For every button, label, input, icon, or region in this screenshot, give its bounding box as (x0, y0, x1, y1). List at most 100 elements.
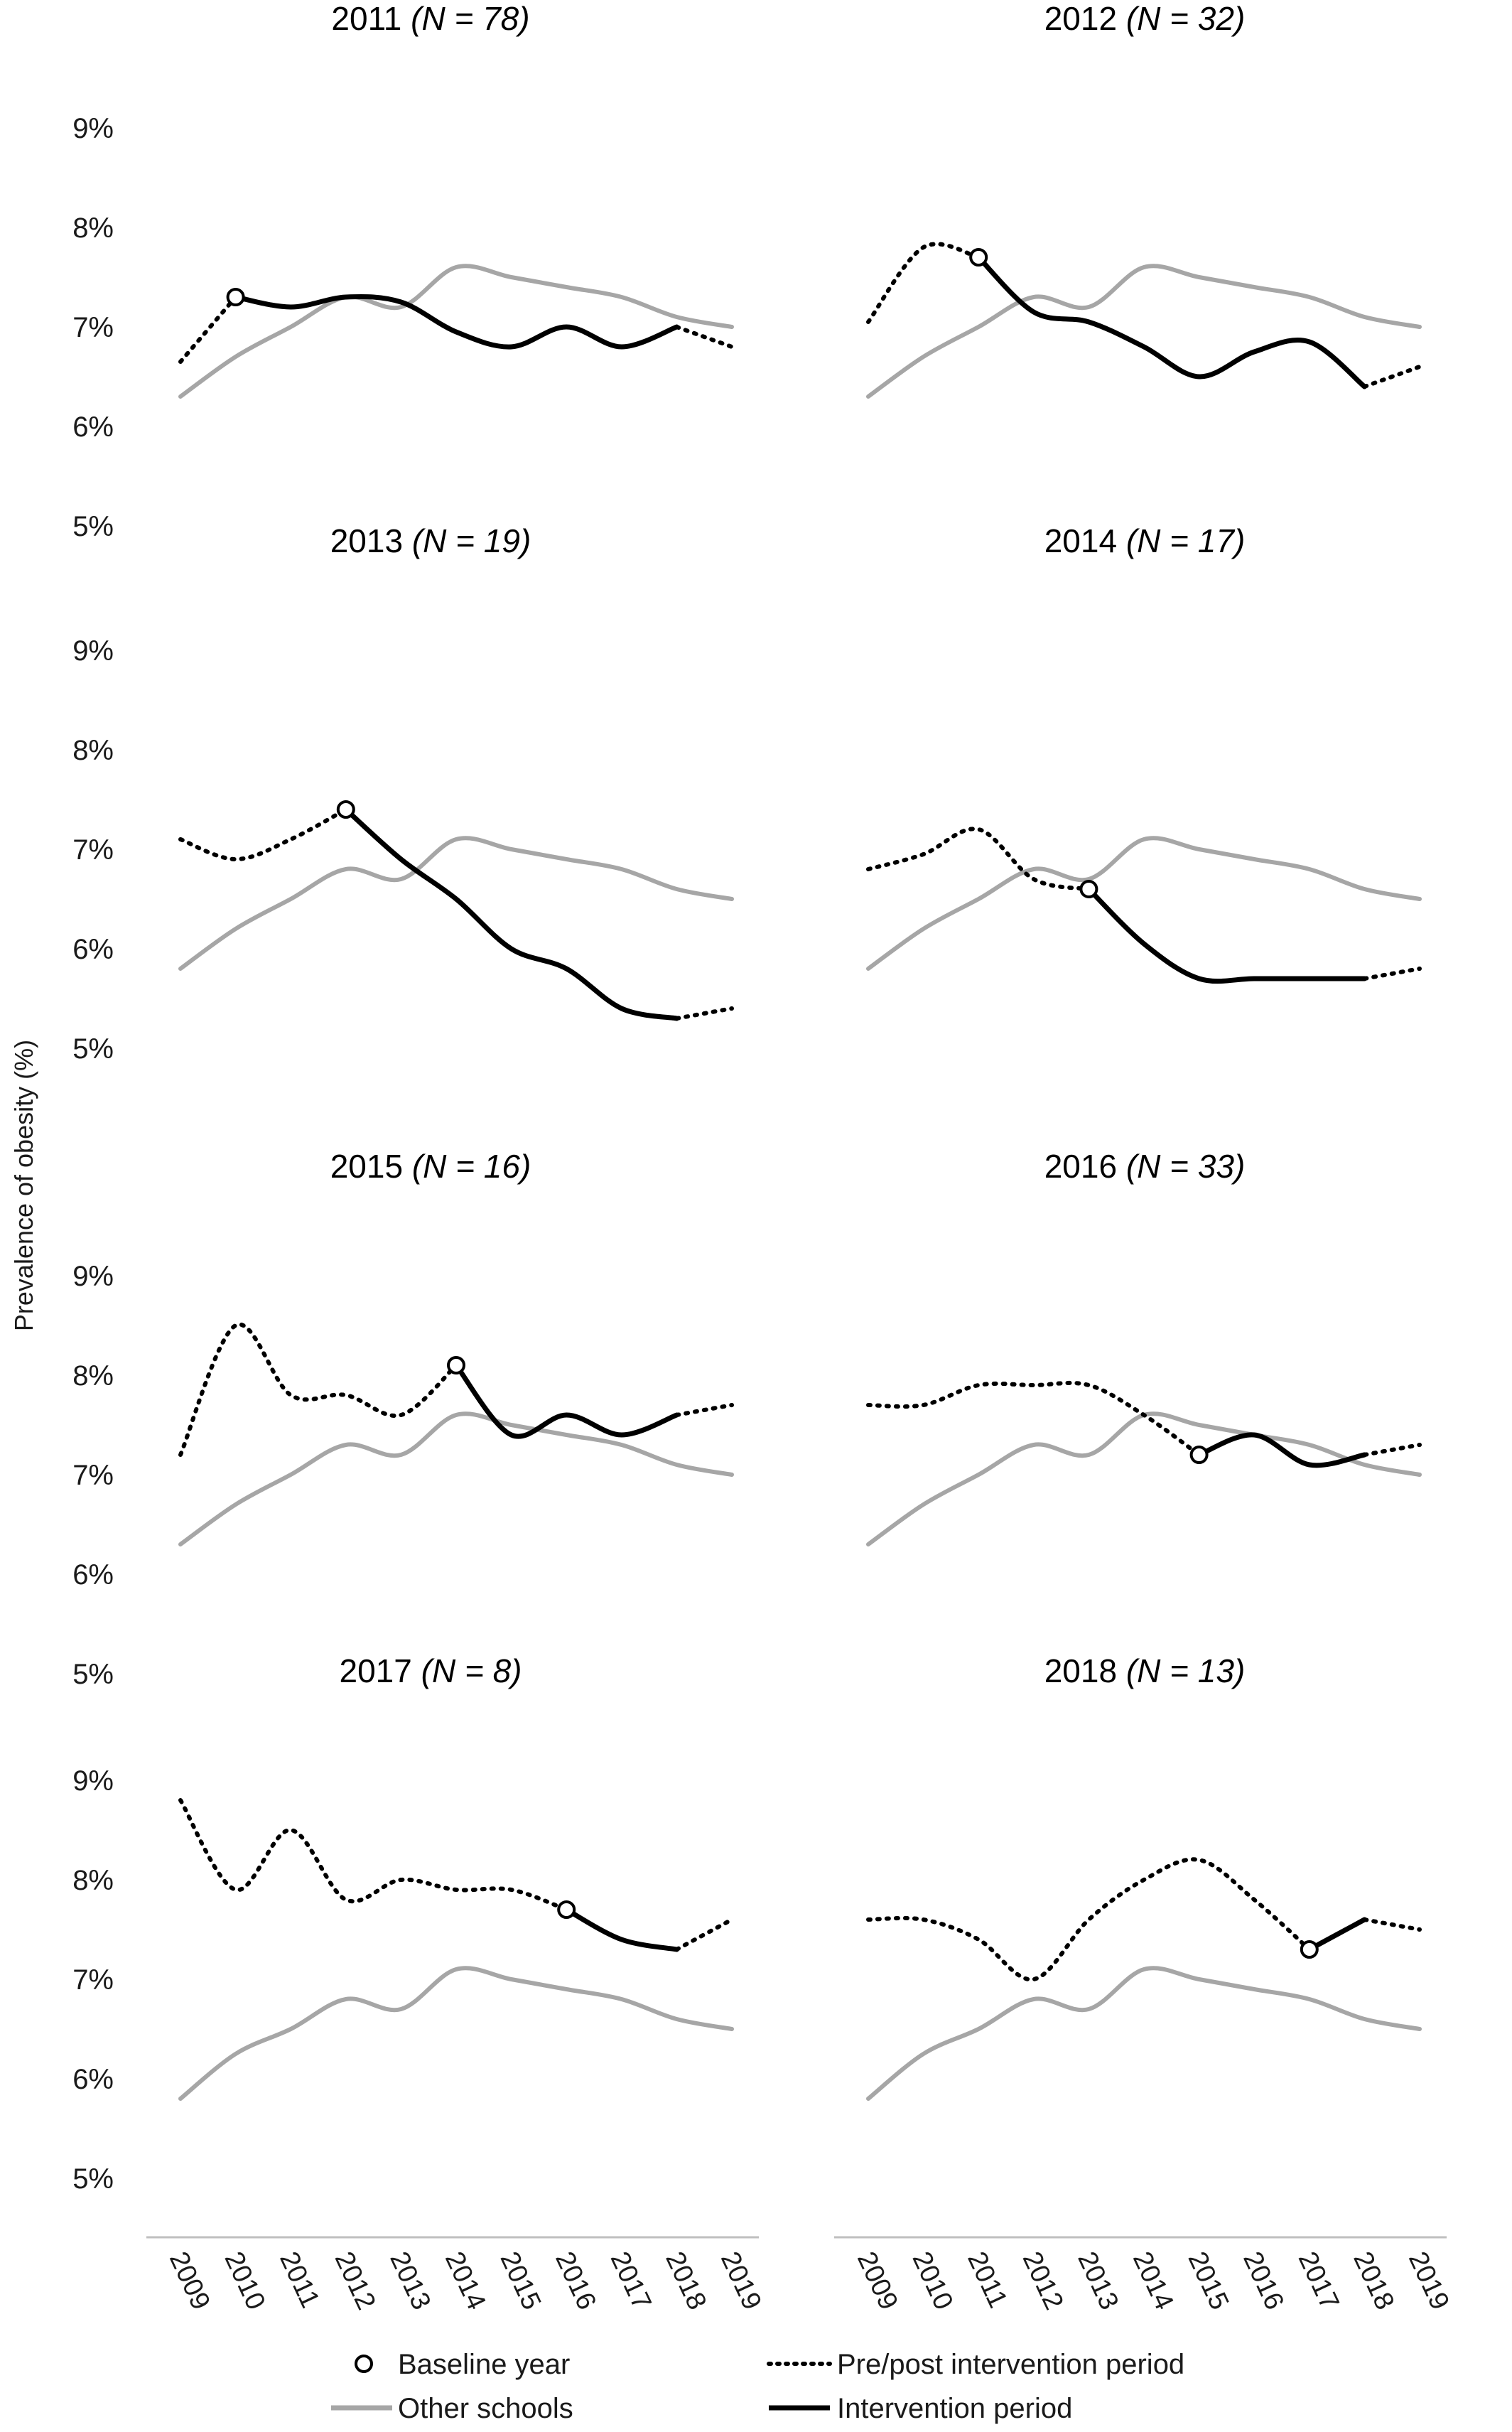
pre-intervention-line (178, 295, 238, 364)
post-intervention-line (674, 1403, 734, 1417)
panel-title-year: 2017 (340, 1652, 421, 1689)
x-tick-label: 2017 (605, 2247, 657, 2314)
panel-title: 2014 (N = 17) (1044, 522, 1246, 559)
x-tick-label: 2012 (1017, 2247, 1069, 2314)
panel-title-n: (N = 16) (412, 1148, 531, 1185)
x-tick-label: 2018 (659, 2247, 712, 2314)
y-tick-label: 7% (72, 312, 114, 343)
y-tick-label: 6% (72, 1559, 114, 1591)
y-tick-label: 7% (72, 834, 114, 866)
x-tick-label: 2012 (329, 2247, 382, 2314)
baseline-point (557, 1900, 576, 1919)
x-axis-left: 2009 2010 2011 2012 2013 2014 2015 2016 2017 2018… (146, 2236, 767, 2314)
panel-title-n: (N = 32) (1126, 0, 1245, 37)
panel-title-year: 2012 (1044, 0, 1126, 37)
x-tick-label: 2014 (439, 2247, 492, 2314)
x-tick-label: 2015 (494, 2247, 546, 2314)
legend-intervention-label: Intervention period (837, 2393, 1072, 2424)
legend-prepost-label: Pre/post intervention period (837, 2349, 1184, 2380)
other-schools-line (178, 264, 734, 399)
x-axis-right: 2009 2010 2011 2012 2013 2014 2015 2016 2017 2018… (834, 2236, 1455, 2314)
x-tick-label: 2010 (906, 2247, 958, 2314)
intervention-line (1307, 1917, 1367, 1952)
y-tick-label: 8% (72, 735, 114, 766)
baseline-point (447, 1356, 465, 1374)
other-schools-line (178, 1411, 734, 1546)
legend-intervention: Intervention period (769, 2393, 1072, 2424)
intervention-line (1197, 1432, 1367, 1468)
panel-title: 2016 (N = 33) (1044, 1148, 1246, 1185)
y-tick-label: 6% (72, 2064, 114, 2095)
x-tick-label: 2014 (1127, 2247, 1179, 2314)
x-tick-label: 2010 (218, 2247, 271, 2314)
pre-intervention-line (866, 242, 981, 324)
post-intervention-line (1362, 365, 1422, 389)
post-intervention-line (674, 1006, 734, 1021)
panel-title-year: 2018 (1044, 1652, 1126, 1689)
panel-title: 2015 (N = 16) (330, 1148, 531, 1185)
y-tick-label: 7% (72, 1460, 114, 1491)
panel-title-n: (N = 78) (411, 0, 529, 37)
baseline-point (1079, 880, 1098, 898)
panel-title-n: (N = 13) (1126, 1652, 1245, 1689)
x-tick-label: 2013 (384, 2247, 436, 2314)
x-tick-label: 2016 (549, 2247, 602, 2314)
other-schools-line (866, 1411, 1422, 1546)
x-tick-label: 2019 (715, 2247, 767, 2314)
chart-panel-2015: 2015 (N = 16) 5% 6% 7% 8% 9% (72, 1148, 734, 1690)
pre-intervention-line (178, 807, 348, 862)
intervention-line (563, 1907, 679, 1952)
panel-title: 2017 (N = 8) (340, 1652, 522, 1689)
baseline-point (1300, 1940, 1319, 1959)
x-tick-label: 2015 (1182, 2247, 1234, 2314)
post-intervention-line (1362, 967, 1422, 981)
chart-panel-2017: 2017 (N = 8) 5% 6% 7% 8% 9% (72, 1652, 734, 2195)
baseline-point (1189, 1446, 1209, 1464)
panel-title-year: 2014 (1044, 522, 1126, 559)
pre-intervention-line (178, 1322, 458, 1457)
y-tick-label: 7% (72, 1964, 114, 1996)
panel-title-n: (N = 8) (421, 1652, 522, 1689)
x-tick-label: 2009 (163, 2247, 216, 2314)
pre-intervention-line (178, 1798, 569, 1912)
x-tick-label: 2013 (1071, 2247, 1124, 2314)
x-tick-label: 2016 (1237, 2247, 1290, 2314)
chart-panel-2012: 2012 (N = 32) (866, 0, 1422, 399)
chart-panels: 2011 (N = 78) 5% 6% 7% 8% 9% 2012 (N = 32) 2013… (72, 0, 1422, 2195)
y-tick-label: 8% (72, 212, 114, 244)
pre-intervention-line (866, 1857, 1312, 1982)
chart-panel-2016: 2016 (N = 33) (866, 1148, 1422, 1546)
post-intervention-line (674, 1917, 734, 1952)
post-intervention-line (1362, 1917, 1422, 1932)
panel-title-year: 2015 (330, 1148, 412, 1185)
x-tick-label: 2017 (1292, 2247, 1345, 2314)
other-schools-line (866, 1966, 1422, 2101)
y-tick-label: 9% (72, 113, 114, 144)
other-schools-line (866, 836, 1422, 971)
chart-panel-2014: 2014 (N = 17) (866, 522, 1422, 984)
y-tick-label: 5% (72, 511, 114, 542)
y-tick-label: 9% (72, 1261, 114, 1292)
legend-baseline: Baseline year (355, 2349, 570, 2380)
y-tick-label: 9% (72, 635, 114, 667)
y-tick-label: 8% (72, 1865, 114, 1896)
panel-title-year: 2011 (331, 0, 411, 37)
panel-title: 2012 (N = 32) (1044, 0, 1246, 37)
intervention-line (343, 807, 679, 1021)
intervention-line (1086, 886, 1367, 984)
legend-other-label: Other schools (398, 2393, 573, 2424)
y-tick-label: 9% (72, 1765, 114, 1797)
legend-prepost: Pre/post intervention period (767, 2349, 1184, 2380)
chart-panel-2018: 2018 (N = 13) (866, 1652, 1422, 2101)
other-schools-line (178, 836, 734, 971)
y-tick-label: 8% (72, 1360, 114, 1392)
panel-title-year: 2013 (330, 522, 412, 559)
pre-intervention-line (866, 827, 1091, 891)
legend-other: Other schools (331, 2393, 573, 2424)
y-tick-label: 5% (72, 1659, 114, 1690)
intervention-line (453, 1362, 679, 1439)
x-tick-label: 2019 (1403, 2247, 1455, 2314)
x-tick-label: 2018 (1347, 2247, 1400, 2314)
chart-panel-2011: 2011 (N = 78) 5% 6% 7% 8% 9% (72, 0, 734, 542)
other-schools-line (866, 264, 1422, 399)
